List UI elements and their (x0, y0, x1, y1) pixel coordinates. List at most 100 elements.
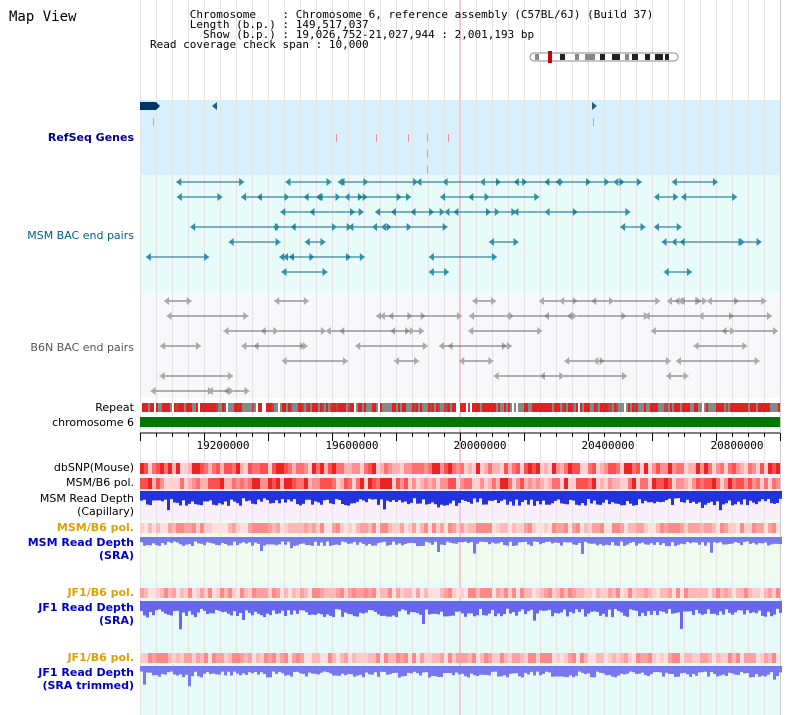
depth-bar (494, 491, 497, 500)
depth-bar (707, 601, 710, 610)
heat-cell (248, 463, 252, 474)
repeat-cell (380, 403, 382, 412)
repeat-cell (584, 403, 586, 412)
heat-cell (144, 463, 148, 474)
heat-cell (396, 653, 400, 663)
depth-bar (584, 601, 587, 617)
heat-cell (620, 478, 624, 489)
depth-bar (686, 601, 689, 612)
depth-bar (482, 601, 485, 616)
repeat-cell (294, 403, 296, 412)
heat-cell (696, 588, 700, 598)
repeat-cell (284, 403, 286, 412)
bac-end-arrow (239, 178, 245, 186)
bac-end-arrow (493, 372, 499, 380)
heat-cell (324, 463, 328, 474)
heat-cell (336, 478, 340, 489)
bac-end-arrow (559, 297, 565, 305)
bac-end-arrow (671, 178, 677, 186)
depth-bar (272, 491, 275, 504)
depth-bar (404, 537, 407, 545)
heat-cell (604, 523, 608, 533)
heat-cell (516, 653, 520, 663)
heat-cell (508, 463, 512, 474)
msm-b6-pol-heat-strip-2 (140, 523, 780, 533)
repeat-cell (218, 403, 220, 412)
heat-cell (736, 463, 740, 474)
heat-cell (608, 478, 612, 489)
depth-bar (749, 491, 752, 501)
repeat-cell (512, 403, 514, 412)
repeat-cell (320, 403, 322, 412)
heat-cell (500, 588, 504, 598)
heat-cell (332, 523, 336, 533)
depth-bar (380, 491, 383, 500)
track-label-msm-bac[interactable]: MSM BAC end pairs (27, 229, 134, 242)
heat-cell (768, 653, 772, 663)
depth-bar (455, 537, 458, 544)
heat-cell (192, 523, 196, 533)
heat-cell (236, 463, 240, 474)
heat-cell (704, 523, 708, 533)
heat-cell (148, 478, 152, 489)
track-label-b6n-bac[interactable]: B6N BAC end pairs (30, 341, 134, 354)
depth-bar (698, 666, 701, 673)
heat-cell (708, 478, 712, 489)
depth-bar (581, 491, 584, 504)
depth-bar (422, 666, 425, 673)
heat-cell (328, 523, 332, 533)
heat-cell (612, 588, 616, 598)
heat-cell (712, 653, 716, 663)
depth-bar (158, 537, 161, 546)
depth-bar (575, 666, 578, 676)
depth-bar (728, 537, 731, 544)
depth-bar (140, 666, 143, 672)
repeat-cell (400, 403, 402, 412)
depth-bar (779, 491, 782, 499)
depth-bar (329, 601, 332, 616)
heat-cell (460, 478, 464, 489)
heat-cell (396, 478, 400, 489)
depth-bar (572, 666, 575, 678)
depth-bar (668, 491, 671, 499)
depth-bar (710, 491, 713, 502)
heat-cell (744, 523, 748, 533)
position-axis: 19200000 19600000 20000000 20400000 20800000 (140, 432, 781, 452)
depth-bar (581, 601, 584, 610)
depth-bar (281, 601, 284, 611)
depth-bar (230, 537, 233, 546)
depth-bar (749, 537, 752, 544)
depth-bar (281, 666, 284, 674)
heat-cell (248, 653, 252, 663)
repeat-cell (358, 403, 360, 412)
heat-cell (584, 523, 588, 533)
bac-end-arrow (693, 342, 699, 350)
heat-cell (192, 653, 196, 663)
heat-cell (684, 588, 688, 598)
depth-bar (443, 537, 446, 546)
depth-bar (260, 537, 263, 551)
repeat-cell (532, 403, 534, 412)
depth-bar (212, 601, 215, 614)
repeat-cell (736, 403, 738, 412)
repeat-cell (648, 403, 650, 412)
depth-bar (173, 537, 176, 542)
depth-bar (470, 491, 473, 504)
track-label-jf1-b6-pol-2: JF1/B6 pol. (67, 651, 134, 664)
bac-end-arrow (280, 208, 286, 216)
bac-end-arrow (513, 208, 519, 216)
depth-bar (332, 491, 335, 505)
depth-bar (434, 666, 437, 677)
track-label-refseq[interactable]: RefSeq Genes (47, 131, 134, 144)
heat-cell (184, 478, 188, 489)
depth-bar (764, 491, 767, 502)
heat-cell (260, 478, 264, 489)
heat-cell (520, 653, 524, 663)
depth-bar (641, 537, 644, 543)
heat-cell (360, 588, 364, 598)
heat-cell (764, 478, 768, 489)
chromosome-bar (140, 417, 780, 427)
heat-cell (744, 463, 748, 474)
depth-bar (164, 537, 167, 545)
